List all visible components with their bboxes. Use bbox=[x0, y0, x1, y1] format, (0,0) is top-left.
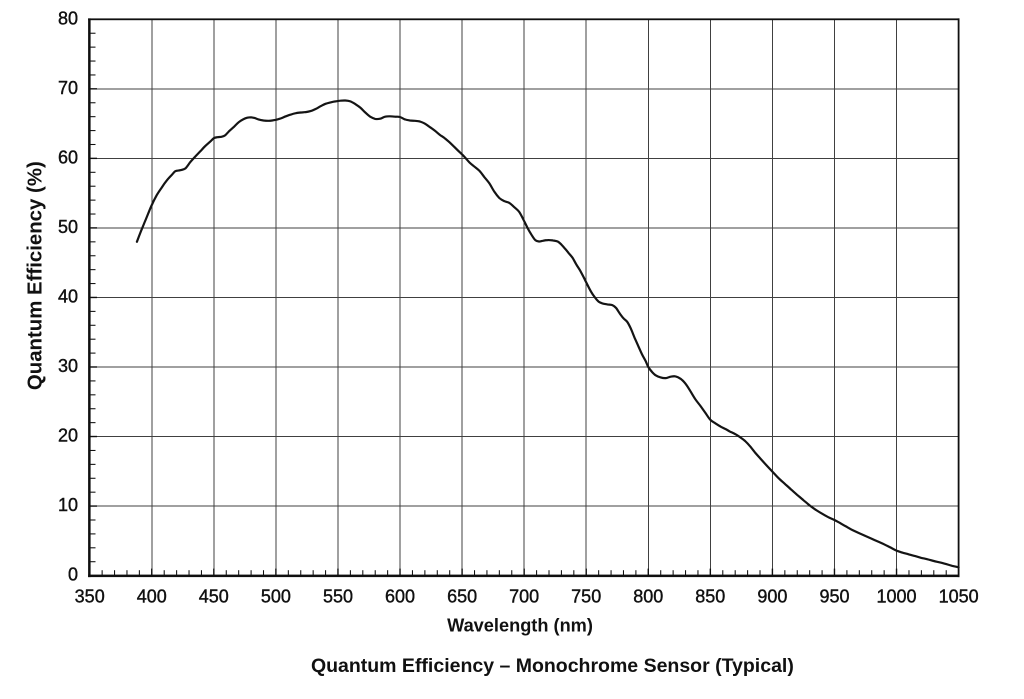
svg-text:Quantum Efficiency – Monochrom: Quantum Efficiency – Monochrome Sensor (… bbox=[311, 655, 794, 677]
svg-text:700: 700 bbox=[509, 586, 539, 606]
svg-text:400: 400 bbox=[137, 586, 167, 606]
svg-text:1050: 1050 bbox=[939, 586, 979, 606]
svg-text:50: 50 bbox=[58, 217, 78, 237]
svg-text:60: 60 bbox=[58, 148, 78, 168]
svg-text:950: 950 bbox=[819, 586, 849, 606]
svg-text:70: 70 bbox=[58, 78, 78, 98]
svg-text:500: 500 bbox=[261, 586, 291, 606]
svg-text:750: 750 bbox=[571, 586, 601, 606]
svg-text:Wavelength (nm): Wavelength (nm) bbox=[447, 615, 593, 635]
svg-text:900: 900 bbox=[757, 586, 787, 606]
svg-text:30: 30 bbox=[58, 356, 78, 376]
svg-text:850: 850 bbox=[695, 586, 725, 606]
svg-text:800: 800 bbox=[633, 586, 663, 606]
svg-text:650: 650 bbox=[447, 586, 477, 606]
svg-text:550: 550 bbox=[323, 586, 353, 606]
svg-text:40: 40 bbox=[58, 287, 78, 307]
svg-text:350: 350 bbox=[75, 586, 105, 606]
svg-text:600: 600 bbox=[385, 586, 415, 606]
svg-text:0: 0 bbox=[68, 565, 78, 585]
svg-text:20: 20 bbox=[58, 426, 78, 446]
svg-text:Quantum Efficiency (%): Quantum Efficiency (%) bbox=[25, 161, 47, 390]
svg-text:1000: 1000 bbox=[876, 586, 916, 606]
svg-text:10: 10 bbox=[58, 495, 78, 515]
svg-text:80: 80 bbox=[58, 8, 78, 28]
svg-text:450: 450 bbox=[199, 586, 229, 606]
